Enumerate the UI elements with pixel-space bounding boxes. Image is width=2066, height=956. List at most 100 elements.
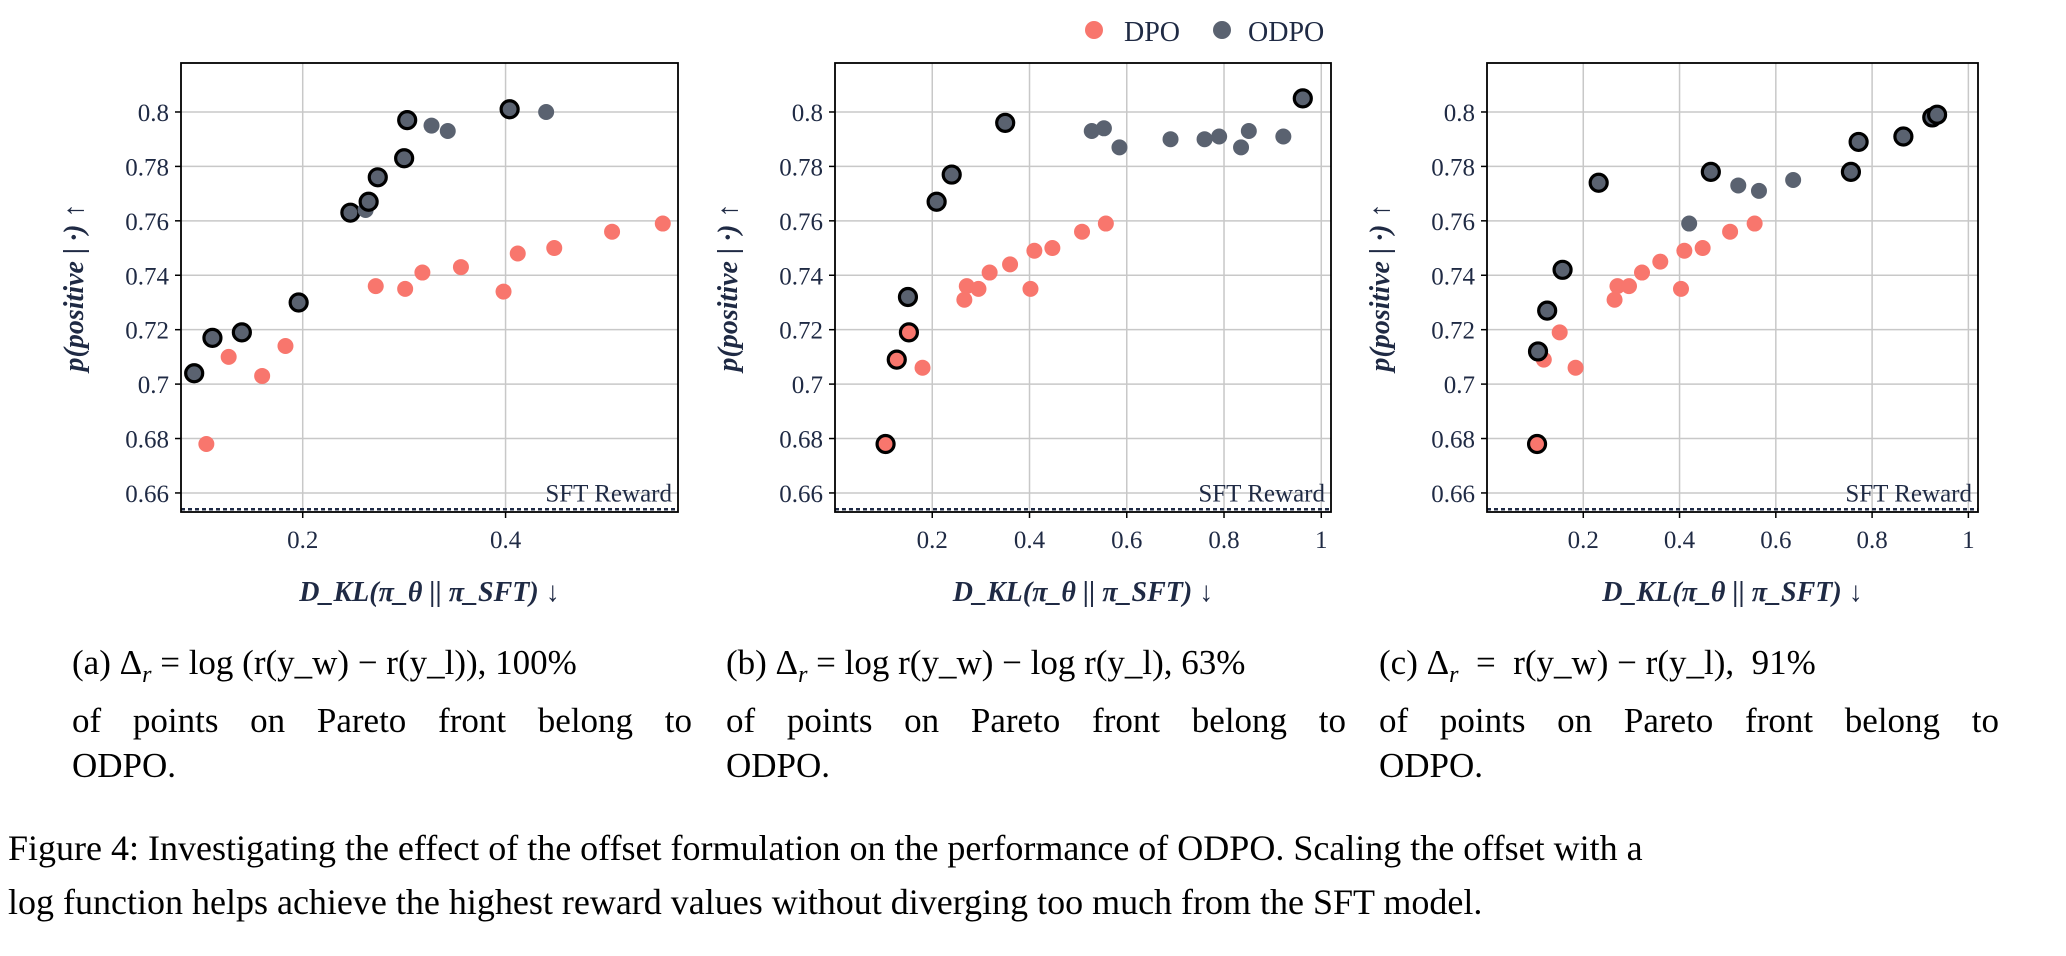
dpo-point bbox=[1026, 242, 1043, 259]
odpo-point bbox=[423, 117, 440, 134]
y-tick-label: 0.7 bbox=[138, 372, 169, 399]
odpo-point-pareto bbox=[184, 363, 205, 384]
panel-a: SFT Reward 0.2 0.4 0.66 0.68 0.7 0.72 0.74 0.76 0… bbox=[59, 62, 679, 608]
y-tick-label: 0.7 bbox=[792, 372, 823, 399]
odpo-point-pareto bbox=[1537, 300, 1558, 321]
y-tick-label: 0.8 bbox=[138, 100, 169, 127]
odpo-point bbox=[1196, 131, 1213, 148]
odpo-point bbox=[1681, 215, 1698, 232]
x-tick-label: 0.8 bbox=[1856, 527, 1887, 554]
x-tick-label: 0.2 bbox=[917, 527, 948, 554]
legend-odpo-label: ODPO bbox=[1248, 17, 1324, 48]
odpo-point bbox=[1785, 172, 1802, 189]
odpo-point-pareto bbox=[1840, 161, 1862, 182]
dpo-point bbox=[546, 240, 563, 257]
odpo-point bbox=[1240, 123, 1257, 140]
dpo-point-pareto bbox=[886, 349, 907, 370]
legend-dpo-marker bbox=[1085, 21, 1103, 39]
y-tick-label: 0.66 bbox=[125, 481, 169, 508]
dpo-point bbox=[414, 264, 431, 281]
x-tick-label: 1 bbox=[1315, 527, 1328, 554]
y-tick-label: 0.68 bbox=[779, 427, 823, 454]
dpo-point bbox=[1676, 242, 1693, 259]
odpo-point-pareto bbox=[1848, 131, 1869, 153]
dpo-point-pareto bbox=[875, 433, 896, 455]
dpo-point bbox=[495, 283, 512, 300]
odpo-point bbox=[1083, 123, 1100, 140]
dpo-point bbox=[367, 278, 384, 295]
odpo-point bbox=[1275, 128, 1292, 145]
odpo-point-pareto bbox=[1588, 172, 1609, 193]
legend-odpo-marker bbox=[1213, 21, 1231, 39]
dpo-point-pareto bbox=[898, 322, 920, 343]
dpo-point bbox=[981, 264, 998, 281]
odpo-point-pareto bbox=[288, 292, 309, 313]
y-tick-label: 0.7 bbox=[1444, 372, 1475, 399]
odpo-point bbox=[1111, 139, 1128, 156]
dpo-point bbox=[1652, 253, 1669, 270]
y-axis-label: p(positive | ·) ↑ bbox=[59, 204, 90, 374]
dpo-point bbox=[1621, 278, 1638, 295]
subcaption-c: (c) Δr = r(y_w) − r(y_l), 91% of points … bbox=[1379, 643, 1999, 785]
y-tick-label: 0.66 bbox=[779, 481, 823, 508]
subcaption-b: (b) Δr = log r(y_w) − log r(y_l), 63% of… bbox=[726, 643, 1346, 785]
panel-b: SFT Reward 0.2 0.4 0.6 0.8 1 0.66 0.68 0.7 0.72 0.… bbox=[713, 62, 1332, 608]
dpo-point bbox=[914, 359, 931, 376]
dpo-point-pareto bbox=[1526, 433, 1548, 455]
dpo-point bbox=[254, 367, 271, 384]
dpo-point bbox=[1609, 278, 1626, 295]
dpo-point bbox=[1634, 264, 1651, 281]
y-tick-label: 0.78 bbox=[779, 154, 823, 181]
odpo-point bbox=[1233, 139, 1250, 156]
odpo-point-pareto bbox=[897, 286, 919, 308]
y-tick-label: 0.78 bbox=[1431, 154, 1475, 181]
x-tick-label: 0.8 bbox=[1208, 527, 1239, 554]
x-tick-label: 0.6 bbox=[1760, 527, 1791, 554]
y-tick-label: 0.72 bbox=[1431, 318, 1475, 345]
odpo-point-pareto bbox=[1893, 126, 1914, 147]
x-tick-label: 0.4 bbox=[1014, 527, 1046, 554]
x-axis-label: D_KL(π_θ || π_SFT) ↓ bbox=[1601, 577, 1862, 608]
y-tick-label: 0.8 bbox=[1444, 100, 1475, 127]
plot-frame bbox=[180, 62, 679, 513]
y-tick-label: 0.76 bbox=[1431, 209, 1475, 236]
odpo-point-pareto bbox=[367, 167, 388, 188]
legend-dpo-label: DPO bbox=[1124, 17, 1180, 48]
y-tick-label: 0.66 bbox=[1431, 481, 1475, 508]
odpo-point-pareto bbox=[394, 148, 415, 169]
plot-frame bbox=[834, 62, 1332, 513]
odpo-point-pareto bbox=[941, 164, 962, 185]
odpo-point-pareto bbox=[1527, 341, 1549, 362]
y-tick-label: 0.76 bbox=[779, 209, 823, 236]
odpo-point bbox=[538, 103, 555, 120]
dpo-point bbox=[1022, 280, 1039, 297]
odpo-point-pareto bbox=[926, 191, 947, 212]
sft-reward-label: SFT Reward bbox=[1845, 480, 1972, 507]
odpo-point-pareto bbox=[995, 112, 1016, 133]
odpo-point bbox=[1162, 131, 1179, 148]
dpo-point bbox=[1672, 280, 1689, 297]
dpo-point bbox=[1097, 215, 1114, 232]
dpo-point bbox=[1551, 324, 1568, 341]
y-tick-label: 0.78 bbox=[125, 154, 169, 181]
odpo-point bbox=[1730, 177, 1747, 194]
dpo-point bbox=[956, 291, 973, 308]
y-tick-label: 0.74 bbox=[1431, 263, 1475, 290]
x-axis-label: D_KL(π_θ || π_SFT) ↓ bbox=[952, 577, 1213, 608]
y-tick-label: 0.8 bbox=[792, 100, 823, 127]
x-tick-label: 0.4 bbox=[490, 527, 522, 554]
y-tick-label: 0.72 bbox=[125, 318, 169, 345]
dpo-point bbox=[452, 259, 469, 276]
y-axis-label: p(positive | ·) ↑ bbox=[1365, 204, 1396, 374]
odpo-point-pareto bbox=[499, 99, 520, 120]
x-tick-label: 1 bbox=[1962, 527, 1975, 554]
sft-reward-label: SFT Reward bbox=[1198, 480, 1325, 507]
y-tick-label: 0.68 bbox=[1431, 427, 1475, 454]
odpo-point-pareto bbox=[1926, 104, 1948, 125]
odpo-point-pareto bbox=[358, 191, 379, 212]
figure-caption-line-1: Figure 4: Investigating the effect of th… bbox=[8, 828, 1643, 868]
odpo-point-pareto bbox=[340, 202, 361, 223]
dpo-point bbox=[1002, 256, 1019, 273]
sft-reward-label: SFT Reward bbox=[545, 480, 672, 507]
dpo-point bbox=[509, 245, 526, 262]
